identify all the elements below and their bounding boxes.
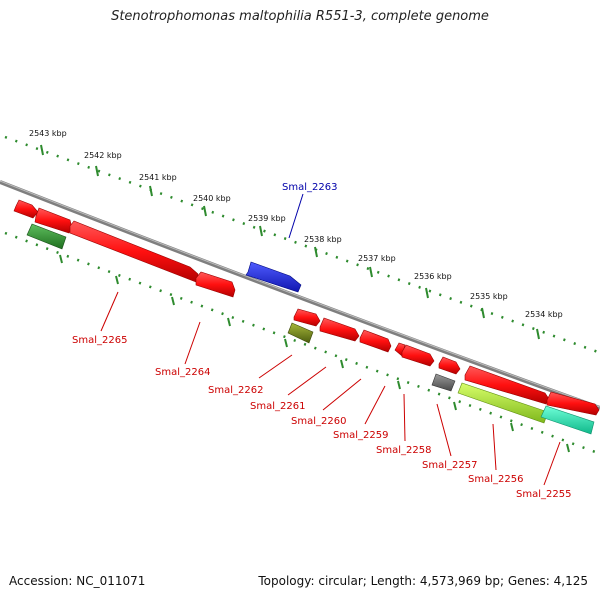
major-tick (203, 205, 207, 217)
leader-smal-2265 (100, 291, 119, 332)
major-tick (536, 328, 540, 340)
gene-smal-2259[interactable] (401, 344, 435, 367)
leader-smal-2264 (184, 321, 201, 365)
topology-label: Topology: circular; Length: 4,573,969 bp… (258, 574, 588, 588)
gene-smal-2265[interactable] (69, 220, 199, 283)
kbp-label: 2540 kbp (193, 194, 231, 203)
gene-arrow[interactable] (13, 199, 39, 219)
major-tick (40, 144, 44, 156)
major-tick (259, 225, 263, 237)
leader-smal-2256 (492, 423, 497, 471)
kbp-label: 2534 kbp (525, 310, 563, 319)
upper-gene-track (13, 199, 302, 293)
gene-green[interactable] (26, 223, 67, 250)
major-tick (425, 287, 429, 299)
accession-label: Accession: NC_011071 (9, 574, 146, 588)
gene-smal-2262[interactable] (293, 308, 321, 327)
gene-labels: Smal_2263 Smal_2265 Smal_2264 Smal_2262 … (72, 182, 571, 500)
major-tick (481, 307, 485, 319)
leader-smal-2259 (364, 385, 386, 425)
gene-grey[interactable] (431, 373, 456, 392)
leader-smal-2260 (322, 378, 362, 411)
page-title: Stenotrophomonas maltophilia R551-3, com… (111, 9, 489, 24)
gene-label-smal-2262[interactable]: Smal_2262 (208, 385, 263, 396)
leader-smal-2255 (543, 441, 561, 486)
label-leaders (100, 193, 561, 486)
major-tick (340, 359, 344, 369)
kbp-label: 2535 kbp (470, 292, 508, 301)
major-tick (566, 443, 570, 453)
major-tick (453, 401, 457, 411)
lower-gene-track (26, 220, 600, 435)
major-tick (284, 338, 288, 348)
major-tick (314, 246, 318, 258)
kbp-label: 2536 kbp (414, 272, 452, 281)
gene-olive[interactable] (287, 322, 314, 344)
leader-smal-2263 (288, 193, 304, 239)
kbp-label: 2543 kbp (29, 129, 67, 138)
lower-major-ticks (59, 254, 570, 453)
genome-backbone-highlight (0, 180, 600, 408)
gene-smal-2264[interactable] (195, 271, 236, 298)
gene-label-smal-2256[interactable]: Smal_2256 (468, 474, 523, 485)
major-tick (397, 380, 401, 390)
major-tick (227, 317, 231, 327)
leader-smal-2262 (258, 354, 293, 379)
major-tick (510, 422, 514, 432)
gene-label-smal-2258[interactable]: Smal_2258 (376, 445, 431, 456)
leader-smal-2261 (287, 366, 327, 396)
gene-smal-2260[interactable] (359, 329, 392, 353)
kbp-label: 2538 kbp (304, 235, 342, 244)
major-tick (369, 266, 373, 278)
gene-label-smal-2260[interactable]: Smal_2260 (291, 416, 346, 427)
kbp-label: 2542 kbp (84, 151, 122, 160)
major-tick (59, 254, 63, 264)
gene-label-smal-2257[interactable]: Smal_2257 (422, 460, 477, 471)
gene-smal-2261[interactable] (319, 317, 360, 342)
kbp-label: 2537 kbp (358, 254, 396, 263)
major-tick (95, 165, 99, 177)
gene-label-smal-2259[interactable]: Smal_2259 (333, 430, 388, 441)
gene-smal-2255[interactable] (540, 405, 595, 435)
major-tick (149, 185, 153, 197)
kbp-label: 2541 kbp (139, 173, 177, 182)
gene-smal-2263[interactable] (245, 261, 302, 293)
major-tick (115, 275, 119, 285)
gene-label-smal-2265[interactable]: Smal_2265 (72, 335, 127, 346)
gene-label-smal-2261[interactable]: Smal_2261 (250, 401, 305, 412)
major-tick (171, 296, 175, 306)
gene-label-smal-2264[interactable]: Smal_2264 (155, 367, 210, 378)
upper-major-ticks (40, 144, 540, 340)
leader-smal-2258 (403, 393, 406, 442)
gene-smal-2258[interactable] (438, 356, 461, 375)
kbp-label: 2539 kbp (248, 214, 286, 223)
leader-smal-2257 (436, 403, 452, 457)
gene-label-smal-2255[interactable]: Smal_2255 (516, 489, 571, 500)
gene-label-smal-2263[interactable]: Smal_2263 (282, 182, 337, 193)
genome-backbone (0, 180, 600, 410)
kbp-labels: 2543 kbp 2542 kbp 2541 kbp 2540 kbp 2539… (29, 129, 563, 319)
gene-smal-2255-upper[interactable] (546, 391, 600, 416)
